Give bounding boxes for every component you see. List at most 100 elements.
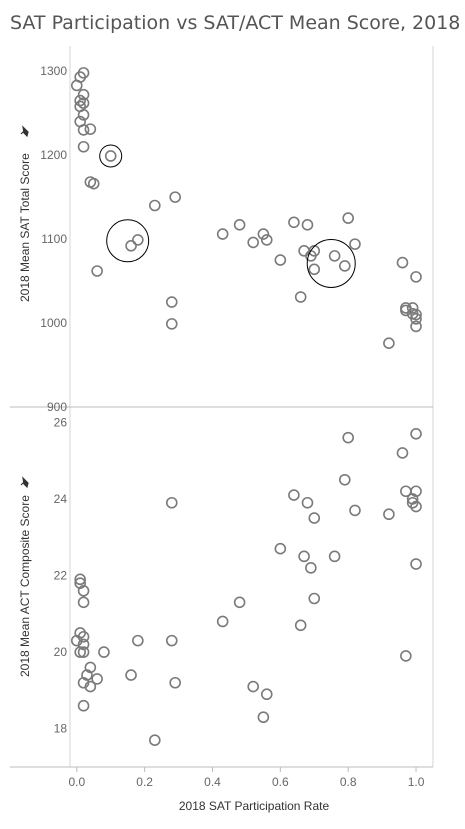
- act-score-point[interactable]: [410, 500, 422, 513]
- act-score-point[interactable]: [247, 680, 259, 693]
- act-score-point[interactable]: [257, 711, 270, 724]
- top-y-axis-title-group: 2018 Mean SAT Total Score: [18, 125, 32, 302]
- sat-score-point[interactable]: [84, 123, 97, 135]
- act-score-point[interactable]: [77, 646, 90, 658]
- sat-score-point[interactable]: [410, 320, 422, 333]
- act-score-point[interactable]: [216, 615, 229, 628]
- act-score-point[interactable]: [149, 734, 161, 746]
- act-score-point[interactable]: [74, 573, 86, 586]
- sat-score-point[interactable]: [247, 236, 259, 249]
- sat-score-point[interactable]: [257, 228, 270, 240]
- act-score-point[interactable]: [288, 489, 300, 501]
- act-score-point[interactable]: [260, 688, 273, 701]
- x-tick-label: 0.8: [340, 775, 357, 789]
- pin-icon[interactable]: [20, 125, 29, 138]
- sat-score-point[interactable]: [77, 109, 90, 121]
- highlight-circle: [99, 144, 123, 168]
- sat-score-point[interactable]: [77, 140, 90, 153]
- x-tick-label: 0.4: [204, 775, 221, 789]
- pin-icon[interactable]: [20, 476, 29, 489]
- top-y-axis-title: 2018 Mean SAT Total Score: [18, 153, 32, 302]
- sat-score-point[interactable]: [233, 219, 246, 231]
- top-y-tick-label: 1000: [40, 316, 67, 330]
- sat-score-point[interactable]: [406, 302, 419, 314]
- sat-score-point[interactable]: [165, 318, 178, 330]
- sat-score-point[interactable]: [149, 199, 161, 212]
- sat-score-point[interactable]: [338, 260, 351, 272]
- act-score-point[interactable]: [396, 447, 409, 459]
- bottom-y-tick-label: 18: [54, 722, 68, 736]
- bottom-y-tick-label: 22: [54, 569, 68, 583]
- sat-score-point[interactable]: [260, 234, 273, 246]
- act-score-point[interactable]: [383, 508, 395, 521]
- bottom-y-axis-title: 2018 Mean ACT Composite Score: [18, 495, 32, 677]
- act-score-point[interactable]: [305, 562, 317, 574]
- act-score-point[interactable]: [400, 650, 412, 662]
- x-tick-label: 0.2: [136, 775, 153, 789]
- sat-score-point[interactable]: [349, 238, 361, 250]
- sat-score-point[interactable]: [77, 67, 90, 79]
- sat-score-point[interactable]: [91, 265, 103, 277]
- act-score-point[interactable]: [169, 676, 181, 689]
- sat-score-point[interactable]: [308, 263, 321, 276]
- sat-score-point[interactable]: [383, 337, 395, 349]
- sat-score-point[interactable]: [396, 256, 409, 269]
- sat-score-point[interactable]: [342, 212, 354, 224]
- bottom-y-tick-label: 26: [54, 415, 68, 429]
- act-score-point[interactable]: [308, 512, 321, 524]
- sat-score-point[interactable]: [410, 313, 422, 325]
- act-score-point[interactable]: [274, 542, 287, 555]
- sat-score-point[interactable]: [104, 150, 117, 162]
- act-score-point[interactable]: [84, 680, 97, 693]
- top-y-ticks: 900 1000 1100 1200 1300: [40, 64, 67, 414]
- x-tick-label: 0.0: [68, 775, 85, 789]
- act-score-point[interactable]: [294, 619, 307, 632]
- act-score-point[interactable]: [77, 699, 90, 712]
- act-score-point[interactable]: [410, 558, 422, 570]
- act-score-point[interactable]: [342, 431, 354, 444]
- sat-score-point[interactable]: [410, 308, 422, 321]
- act-score-point[interactable]: [233, 596, 246, 609]
- sat-score-point[interactable]: [132, 234, 144, 246]
- sat-score-point[interactable]: [294, 291, 307, 303]
- sat-score-point[interactable]: [125, 240, 137, 252]
- act-score-point[interactable]: [406, 496, 419, 509]
- act-score-point[interactable]: [308, 592, 321, 605]
- act-score-point[interactable]: [77, 596, 90, 609]
- act-score-point[interactable]: [298, 550, 310, 563]
- top-y-tick-label: 900: [47, 400, 67, 414]
- sat-score-point[interactable]: [410, 271, 422, 283]
- act-score-point[interactable]: [165, 496, 178, 509]
- act-score-point[interactable]: [74, 646, 86, 658]
- sat-score-point[interactable]: [288, 216, 300, 229]
- sat-score-point[interactable]: [77, 88, 90, 101]
- act-score-point[interactable]: [328, 550, 341, 563]
- highlight-circles: [99, 144, 356, 288]
- sat-score-point[interactable]: [301, 219, 314, 231]
- sat-score-point[interactable]: [77, 124, 90, 136]
- sat-score-point[interactable]: [165, 296, 178, 308]
- act-score-point[interactable]: [338, 473, 351, 486]
- sat-score-point[interactable]: [216, 228, 229, 240]
- sat-score-point[interactable]: [274, 254, 287, 266]
- sat-score-point[interactable]: [169, 191, 181, 203]
- act-score-point[interactable]: [410, 428, 422, 440]
- act-score-point[interactable]: [165, 634, 178, 647]
- highlight-circle: [106, 219, 150, 263]
- sat-score-point[interactable]: [87, 177, 100, 190]
- act-score-point[interactable]: [77, 585, 90, 597]
- act-score-point[interactable]: [125, 669, 137, 681]
- sat-score-point[interactable]: [328, 250, 341, 262]
- sat-score-point[interactable]: [74, 94, 86, 107]
- top-y-tick-label: 1300: [40, 64, 67, 78]
- sat-score-point[interactable]: [77, 97, 90, 109]
- x-tick-label: 0.6: [272, 775, 289, 789]
- act-score-point[interactable]: [349, 504, 361, 517]
- sat-score-point[interactable]: [298, 245, 310, 257]
- act-score-point[interactable]: [301, 496, 314, 509]
- act-score-point[interactable]: [410, 485, 422, 498]
- sat-score-point[interactable]: [400, 304, 412, 317]
- act-score-point[interactable]: [91, 673, 103, 685]
- act-score-point[interactable]: [98, 646, 110, 658]
- act-score-point[interactable]: [132, 634, 144, 647]
